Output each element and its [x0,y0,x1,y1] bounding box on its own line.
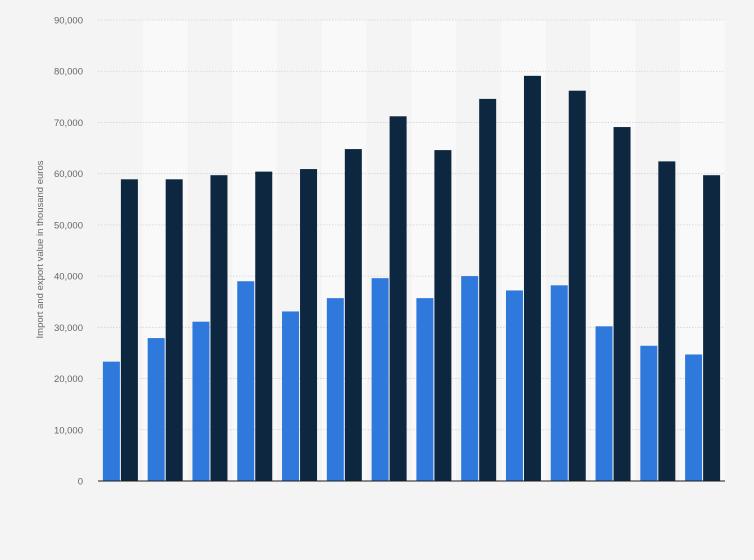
y-axis-title: Import and export value in thousand euro… [35,160,46,338]
bar-series-1[interactable] [505,290,523,481]
bar-series-2[interactable] [300,169,318,481]
bar-series-1[interactable] [595,326,613,481]
bar-series-2[interactable] [568,90,586,481]
column-bands [98,20,725,481]
y-tick-label: 20,000 [54,374,83,385]
bar-series-2[interactable] [703,175,721,481]
bar-series-2[interactable] [434,150,452,482]
bar-series-2[interactable] [613,127,631,481]
bar-series-1[interactable] [282,311,300,481]
bars [102,75,721,482]
bar-series-1[interactable] [147,338,165,481]
y-tick-label: 60,000 [54,169,83,180]
bar-series-1[interactable] [192,321,210,481]
bar-series-2[interactable] [120,179,138,481]
bar-series-1[interactable] [461,276,479,481]
bar-series-2[interactable] [479,98,497,481]
bar-series-2[interactable] [658,161,676,481]
bar-series-1[interactable] [237,281,255,481]
bar-series-2[interactable] [165,179,183,481]
bar-series-1[interactable] [550,285,568,481]
bar-series-2[interactable] [210,175,228,481]
bar-series-1[interactable] [640,345,658,481]
bar-series-2[interactable] [523,75,541,482]
y-tick-label: 30,000 [54,323,83,334]
y-tick-label: 50,000 [54,220,83,231]
y-tick-label: 0 [78,477,83,488]
y-tick-label: 40,000 [54,272,83,283]
bar-series-1[interactable] [685,354,703,481]
y-tick-label: 90,000 [54,16,83,27]
bar-series-2[interactable] [255,171,273,481]
bar-series-1[interactable] [371,278,389,481]
y-tick-label: 80,000 [54,67,83,78]
y-tick-label: 10,000 [54,425,83,436]
bar-series-2[interactable] [344,149,362,481]
bar-series-1[interactable] [416,298,434,481]
bar-series-2[interactable] [389,116,407,481]
y-tick-label: 70,000 [54,118,83,129]
bar-series-1[interactable] [102,361,120,481]
bar-series-1[interactable] [326,298,344,481]
y-axis-ticks: 0 10,000 20,000 30,000 40,000 50,000 60,000 70,… [54,16,83,488]
